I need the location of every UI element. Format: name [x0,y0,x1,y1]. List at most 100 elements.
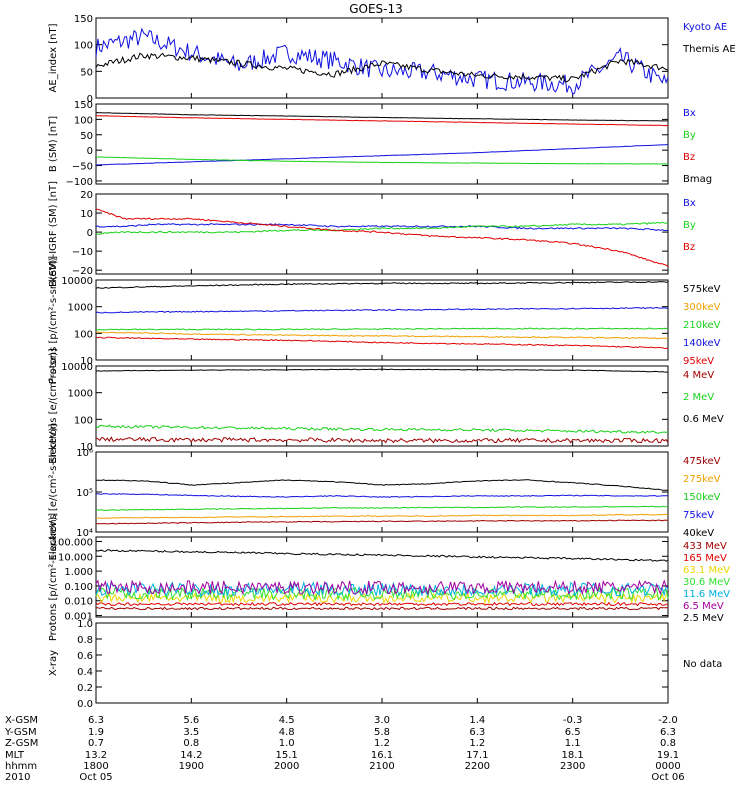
series-line-bz [95,208,669,267]
x-tick-value: 5.8 [374,727,390,738]
y-tick-label: 1000 [68,389,93,400]
legend-label: Bmag [683,174,712,185]
x-tick-value: 2200 [465,761,490,772]
y-tick-label: 150 [74,14,93,25]
y-axis-label: Electrons [e/(cm²-s-sr)] [48,348,59,464]
series-line-kyoto-ae [95,27,669,95]
y-tick-label: −100 [66,177,93,188]
legend-label: 4 MeV [683,370,714,381]
x-tick-value: 1.4 [469,715,485,726]
legend-label: 210keV [683,320,721,331]
y-axis-label: Protons [p/(cm²-s-sr-keV)] [48,256,59,384]
series-line-by [95,221,669,235]
y-tick-label: 10⁶ [76,448,93,459]
panel-electrons_kev: 10⁴ 10⁵ 10⁶ Electrons [e/(cm²-s-sr-keV)] 475… [48,423,721,560]
y-tick-label: −20 [72,266,93,277]
x-tick-value: 6.3 [88,715,104,726]
y-tick-label: 0.8 [77,635,93,646]
x-tick-value: 6.5 [565,727,581,738]
panel-ae: 0 50 100 150 AE_index [nT] Kyoto AE Themis AE [48,14,736,105]
x-tick-value: 19.1 [657,750,679,761]
x-tick-value: 18.1 [562,750,584,761]
y-tick-label: 0.4 [77,667,93,678]
legend-label: 2.5 MeV [683,613,724,624]
x-tick-value: 1800 [83,761,108,772]
y-tick-label: 100 [74,41,93,52]
series-line-40kev [96,479,669,491]
series-line-275kev [95,513,669,520]
x-tick-value: 0000 [655,761,680,772]
x-row-label: hhmm [5,761,37,772]
no-data-label: No data [683,659,722,670]
x-axis-table: X-GSMY-GSMZ-GSMMLThhmm20106.31.90.713.21… [4,715,685,783]
legend-label: 6.5 MeV [683,601,724,612]
figure-title: GOES-13 [349,2,403,16]
x-tick-value: 0.8 [183,738,199,749]
y-tick-label: 0.001 [64,612,93,623]
panel-b: −100 −50 0 50 100 150 B (SM) [nT] Bx By Bz Bmag [48,100,712,188]
y-tick-label: 100 [74,329,93,340]
y-tick-label: 1.000 [64,567,93,578]
y-axis-label: X-ray [48,650,59,676]
y-tick-label: 0.010 [64,597,93,608]
legend-label: 75keV [683,510,714,521]
panel-protons_mev: 0.001 0.010 0.100 1.000 10.000 100.000Protons… [48,513,730,641]
y-axis-label: B (SM) [nT] [48,116,59,172]
y-tick-label: 0.6 [77,651,93,662]
series-line-475kev [95,519,668,525]
legend-label: 140keV [683,338,721,349]
x-tick-value: 13.2 [85,750,107,761]
x-tick-value: 3.5 [183,727,199,738]
legend-label: Bz [683,242,695,253]
x-tick-value: -0.3 [563,715,583,726]
series-line-210kev [95,327,669,331]
series-line-150kev [95,505,669,511]
y-tick-label: 50 [80,67,93,78]
legend-label: 575keV [683,284,721,295]
x-row-label: Z-GSM [5,738,38,749]
x-tick-value: 17.1 [466,750,488,761]
y-axis-label: Electrons [e/(cm²-s-sr-keV)] [48,423,59,560]
y-axis-label: Protons [p/(cm²-s-sr-keV)] [48,513,59,641]
y-tick-label: 0 [87,94,93,105]
x-row-label: 2010 [5,772,30,783]
series-line-75kev [95,493,668,498]
series-line-themis-ae [95,52,669,83]
panel-frame [95,622,669,704]
series-line-11-6-mev [95,580,669,597]
series-line-300kev [95,331,669,340]
y-tick-label: −50 [72,162,93,173]
panel-frame [95,17,669,99]
x-tick-value: 1.2 [469,738,485,749]
y-tick-label: 1000 [68,303,93,314]
y-tick-label: 20 [80,190,93,201]
y-tick-label: 0 [87,228,93,239]
panel-frame [95,103,669,185]
x-tick-value: 2100 [369,761,394,772]
y-tick-label: 150 [74,100,93,111]
x-tick-value: 1.0 [279,738,295,749]
y-tick-label: 10000 [61,362,93,373]
legend-label: By [683,130,696,141]
legend-label: Bx [683,198,696,209]
panel-frame [95,365,669,447]
y-tick-label: 0 [87,146,93,157]
series-line-433-mev [96,606,669,611]
y-tick-label: 100.000 [52,537,93,548]
series-line-30-6-mev [95,586,669,602]
y-tick-label: 50 [80,131,93,142]
legend-label: Bz [683,152,695,163]
legend-label: 2 MeV [683,392,714,403]
series-line-6-5-mev [95,579,669,596]
x-tick-value: 1900 [179,761,204,772]
x-tick-value: 6.3 [469,727,485,738]
series-line-by [96,156,668,165]
x-tick-value: 5.6 [183,715,199,726]
series-line-2-mev [95,424,669,434]
x-tick-value: 15.1 [276,750,298,761]
series-line-0-6-mev [95,368,668,373]
